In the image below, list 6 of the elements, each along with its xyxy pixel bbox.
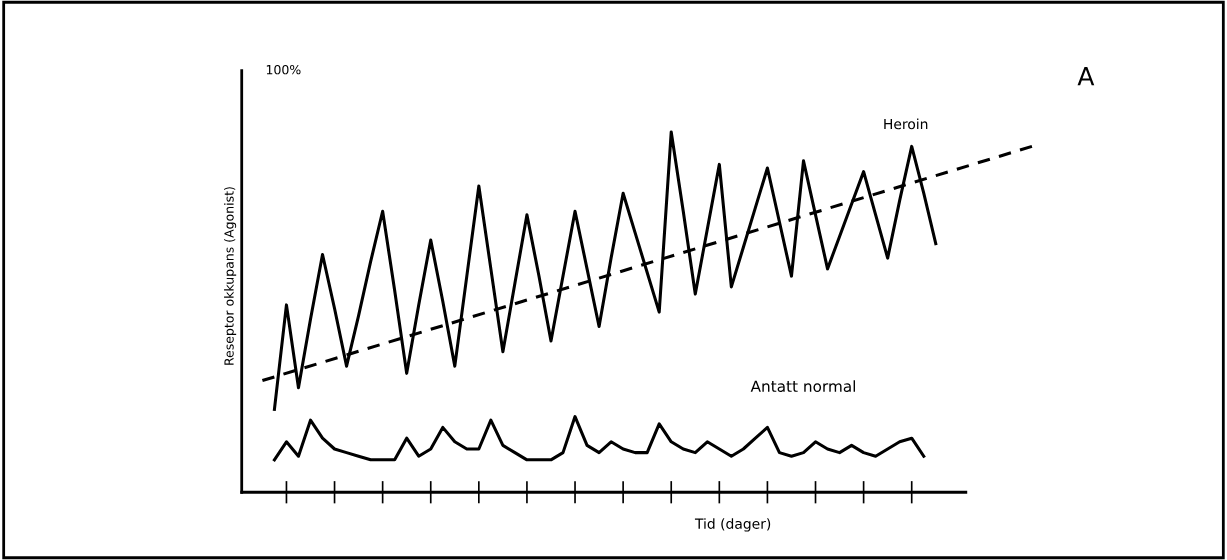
y-axis-title: Reseptor okkupans (Agonist): [224, 187, 237, 365]
x-axis-title: Tid (dager): [694, 518, 771, 532]
text: Antatt normal: [750, 380, 855, 393]
series-label: Heroin: [884, 118, 928, 130]
text: 100%: [266, 64, 301, 75]
text: A: [1077, 67, 1095, 86]
